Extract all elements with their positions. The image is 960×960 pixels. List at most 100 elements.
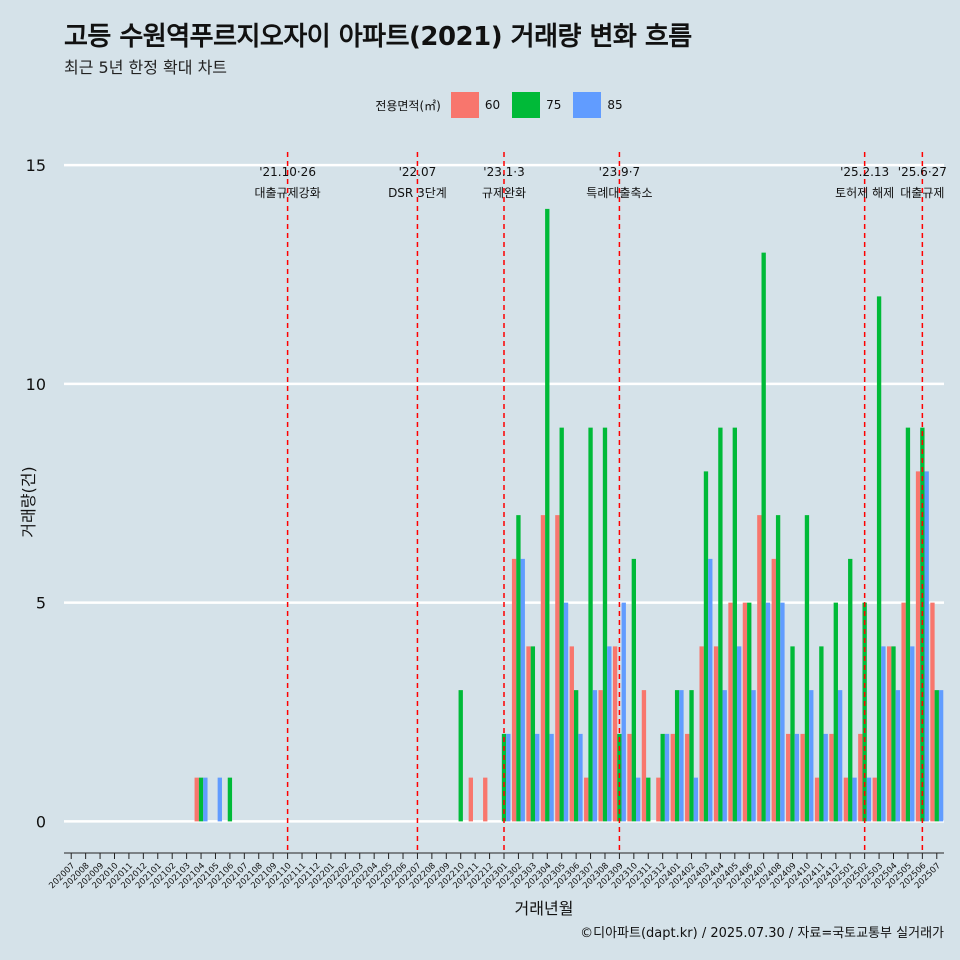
bar-85 bbox=[852, 777, 857, 822]
bar-75 bbox=[516, 515, 521, 822]
bar-85 bbox=[607, 646, 612, 822]
bar-60 bbox=[483, 777, 488, 822]
y-tick-label: 0 bbox=[36, 812, 46, 831]
bar-85 bbox=[780, 602, 785, 822]
bar-60 bbox=[526, 646, 531, 822]
y-tick-label: 15 bbox=[26, 156, 46, 175]
bar-75 bbox=[934, 690, 939, 822]
bar-85 bbox=[621, 602, 626, 822]
bar-60 bbox=[598, 690, 603, 822]
bar-75 bbox=[876, 296, 882, 822]
bar-60 bbox=[540, 515, 546, 822]
chart-title: 고등 수원역푸르지오자이 아파트(2021) 거래량 변화 흐름 bbox=[64, 22, 692, 52]
legend-key-60 bbox=[450, 92, 479, 118]
bar-75 bbox=[689, 690, 694, 822]
bar-60 bbox=[786, 733, 791, 822]
bar-85 bbox=[938, 690, 944, 822]
bar-60 bbox=[728, 602, 733, 822]
bar-85 bbox=[636, 777, 641, 822]
legend-label-75: 75 bbox=[546, 98, 562, 112]
bar-60 bbox=[915, 471, 921, 822]
bar-75 bbox=[674, 690, 680, 822]
bar-85 bbox=[693, 777, 699, 822]
bar-85 bbox=[910, 646, 915, 822]
bar-85 bbox=[823, 733, 828, 822]
event-label: DSR 3단계 bbox=[388, 186, 447, 200]
bar-60 bbox=[713, 646, 719, 822]
bar-60 bbox=[757, 515, 762, 822]
bar-75 bbox=[833, 602, 838, 822]
bar-60 bbox=[887, 646, 892, 822]
caption: ©디아파트(dapt.kr) / 2025.07.30 / 자료=국토교통부 실… bbox=[580, 926, 944, 941]
bar-60 bbox=[814, 777, 820, 822]
bar-75 bbox=[819, 646, 824, 822]
bar-75 bbox=[458, 690, 463, 822]
chart-subtitle: 최근 5년 한정 확대 차트 bbox=[64, 58, 228, 77]
bar-85 bbox=[895, 690, 900, 822]
bar-75 bbox=[804, 515, 810, 822]
y-tick-label: 5 bbox=[36, 594, 46, 613]
bar-60 bbox=[555, 515, 560, 822]
bar-85 bbox=[217, 777, 222, 822]
bar-85 bbox=[736, 646, 742, 822]
legend-title: 전용면적(㎡) bbox=[375, 98, 441, 113]
bar-60 bbox=[858, 733, 863, 822]
bar-75 bbox=[718, 427, 723, 822]
bar-60 bbox=[843, 777, 849, 822]
bar-75 bbox=[631, 558, 636, 822]
bar-85 bbox=[794, 733, 800, 822]
bar-75 bbox=[747, 602, 752, 822]
bar-60 bbox=[742, 602, 748, 822]
bar-85 bbox=[837, 690, 843, 822]
y-tick-label: 10 bbox=[26, 375, 46, 394]
bar-60 bbox=[829, 733, 834, 822]
bar-85 bbox=[866, 777, 872, 822]
legend-label-85: 85 bbox=[607, 98, 623, 112]
bar-85 bbox=[664, 733, 670, 822]
bar-75 bbox=[198, 777, 204, 822]
bar-75 bbox=[573, 690, 579, 822]
bar-85 bbox=[549, 733, 554, 822]
bar-75 bbox=[530, 646, 536, 822]
bar-75 bbox=[775, 515, 781, 822]
bar-60 bbox=[641, 690, 647, 822]
bar-85 bbox=[765, 602, 771, 822]
event-label: 대출규제 bbox=[900, 186, 944, 200]
legend-key-75 bbox=[512, 92, 541, 118]
event-date: '25.2.13 bbox=[840, 165, 889, 179]
bar-85 bbox=[592, 690, 598, 822]
bar-75 bbox=[660, 733, 665, 822]
bar-85 bbox=[708, 558, 713, 822]
event-label: 대출규제강화 bbox=[254, 186, 320, 200]
bar-60 bbox=[685, 733, 690, 822]
bar-85 bbox=[722, 690, 727, 822]
bar-85 bbox=[924, 471, 929, 822]
bar-75 bbox=[545, 208, 550, 822]
x-axis-title: 거래년월 bbox=[515, 899, 574, 918]
bar-60 bbox=[656, 777, 661, 822]
event-date: '21.10·26 bbox=[259, 165, 316, 179]
bar-60 bbox=[699, 646, 704, 822]
bar-85 bbox=[520, 558, 525, 822]
bar-60 bbox=[569, 646, 574, 822]
event-label: 특례대출축소 bbox=[586, 186, 652, 200]
bar-60 bbox=[670, 733, 675, 822]
bar-60 bbox=[511, 558, 517, 822]
bar-85 bbox=[203, 777, 208, 822]
bar-85 bbox=[751, 690, 756, 822]
bar-60 bbox=[771, 558, 776, 822]
bar-75 bbox=[891, 646, 896, 822]
bar-60 bbox=[194, 777, 199, 822]
legend-key-85 bbox=[573, 92, 602, 118]
bar-75 bbox=[848, 558, 853, 822]
bar-60 bbox=[930, 602, 935, 822]
event-label: 토허제 해제 bbox=[835, 186, 894, 200]
legend: 전용면적(㎡) 60 75 85 bbox=[0, 92, 960, 118]
legend-label-60: 60 bbox=[484, 98, 501, 112]
event-date: '25.6·27 bbox=[898, 165, 947, 179]
bar-75 bbox=[732, 427, 737, 822]
y-axis-title: 거래량(건) bbox=[19, 466, 38, 537]
bar-60 bbox=[627, 733, 632, 822]
bar-75 bbox=[790, 646, 795, 822]
